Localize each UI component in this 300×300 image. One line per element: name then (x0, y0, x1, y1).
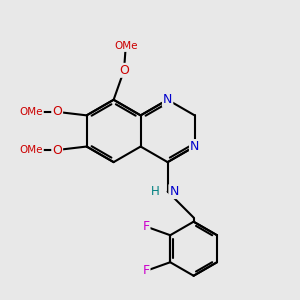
Text: OMe: OMe (20, 145, 43, 155)
Text: N: N (190, 140, 199, 153)
Text: O: O (52, 143, 62, 157)
Text: F: F (142, 220, 149, 233)
Text: F: F (142, 264, 149, 278)
Text: H: H (151, 185, 160, 198)
Text: OMe: OMe (114, 41, 137, 51)
Text: O: O (52, 105, 62, 119)
Text: OMe: OMe (20, 107, 43, 117)
Text: N: N (163, 93, 172, 106)
Text: N: N (169, 185, 179, 198)
Text: O: O (119, 64, 129, 77)
